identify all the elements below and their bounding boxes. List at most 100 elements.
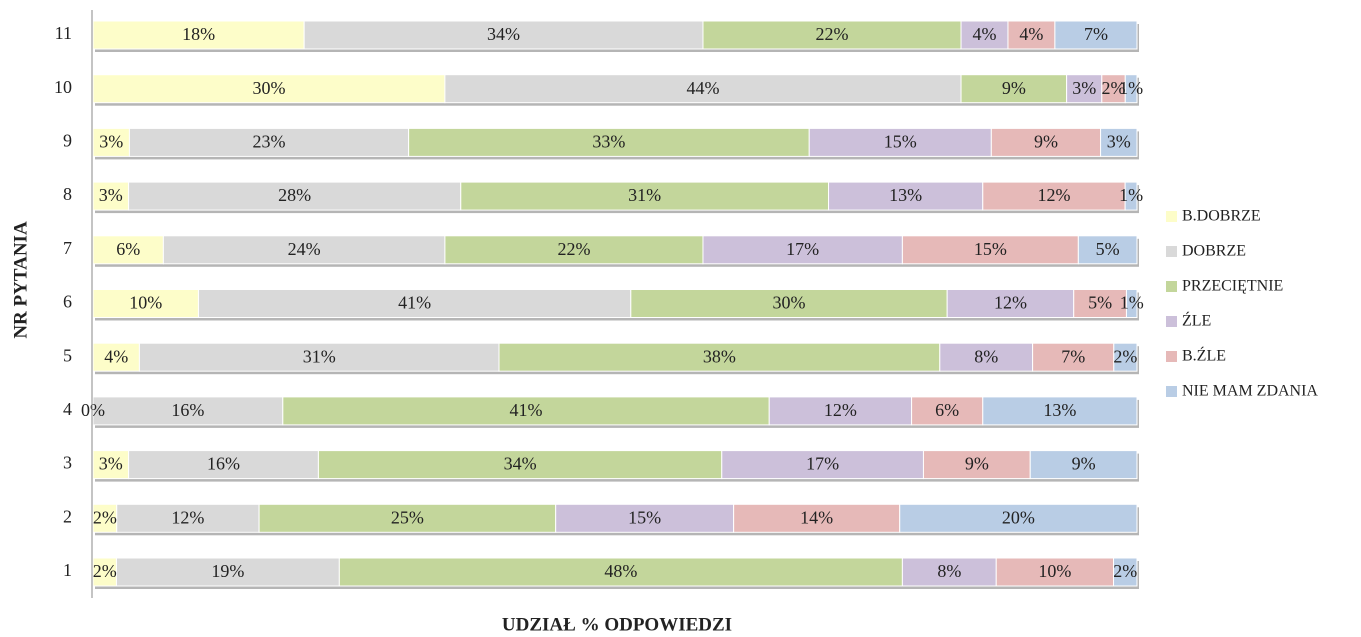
bar-segment	[1073, 289, 1127, 318]
data-label: 15%	[884, 132, 917, 152]
data-label: 3%	[99, 132, 123, 152]
bar-segment	[162, 235, 446, 265]
bar-segment	[911, 396, 984, 426]
data-label: 12%	[824, 400, 857, 420]
data-label: 9%	[1002, 78, 1026, 98]
data-label: 31%	[628, 185, 661, 205]
data-label: 30%	[252, 78, 285, 98]
bar-segment	[960, 20, 1009, 50]
data-label: 7%	[1061, 346, 1085, 366]
y-tick-label: 9	[63, 131, 72, 151]
data-label: 9%	[965, 454, 989, 474]
data-label: 13%	[889, 185, 922, 205]
x-axis-title: UDZIAŁ % ODPOWIEDZI	[502, 614, 732, 635]
data-label: 9%	[1034, 132, 1058, 152]
legend-swatch	[1166, 246, 1177, 257]
bar-segment	[1124, 74, 1138, 104]
bar-segment	[1113, 557, 1138, 587]
legend-label: ŹLE	[1182, 311, 1211, 330]
bar-segment	[444, 235, 704, 265]
bar-segment	[92, 289, 199, 318]
bar-segment	[92, 181, 130, 211]
data-label: 5%	[1096, 239, 1120, 259]
bar-segment	[899, 503, 1138, 533]
bar-segment	[630, 289, 948, 318]
data-label: 30%	[773, 293, 806, 313]
data-label: 15%	[974, 239, 1007, 259]
bar-segment	[317, 450, 723, 480]
data-label: 23%	[253, 132, 286, 152]
bar-segment	[128, 127, 410, 157]
bar-segment	[901, 235, 1079, 265]
bar-segment	[92, 450, 130, 480]
y-tick-label: 6	[63, 292, 72, 312]
data-label: 5%	[1088, 293, 1112, 313]
data-label: 3%	[1072, 78, 1096, 98]
data-label: 2%	[93, 561, 117, 581]
data-label: 22%	[816, 24, 849, 44]
data-label: 34%	[487, 24, 520, 44]
data-label: 41%	[398, 293, 431, 313]
bar-segment	[922, 450, 1031, 480]
y-axis-title: NR PYTANIA	[10, 221, 31, 339]
data-label: 10%	[129, 293, 162, 313]
bar-segment	[444, 74, 962, 104]
data-label: 4%	[104, 346, 128, 366]
data-label: 41%	[510, 400, 543, 420]
data-label: 17%	[786, 239, 819, 259]
bar-segment	[555, 503, 735, 533]
bar-segment	[702, 235, 903, 265]
y-tick-label: 11	[55, 23, 72, 43]
y-tick-label: 2	[63, 506, 72, 526]
data-label: 33%	[592, 132, 625, 152]
bar-segment	[408, 127, 810, 157]
bar-segment	[282, 396, 770, 426]
y-tick-label: 3	[63, 453, 72, 473]
data-label: 14%	[800, 507, 833, 527]
data-label: 31%	[303, 346, 336, 366]
bar-segment	[982, 181, 1126, 211]
data-label: 8%	[937, 561, 961, 581]
bar-segment	[138, 342, 500, 372]
bar-segment	[1113, 342, 1138, 372]
bar-segment	[92, 396, 284, 426]
data-label: 9%	[1072, 454, 1096, 474]
bar-segment	[982, 396, 1138, 426]
bar-segment	[92, 74, 446, 104]
data-label: 7%	[1084, 24, 1108, 44]
data-label: 3%	[1107, 132, 1131, 152]
data-label: 2%	[1113, 561, 1137, 581]
data-label: 22%	[557, 239, 590, 259]
bar-segment	[1125, 289, 1138, 318]
bar-segment	[939, 342, 1034, 372]
bar-segment	[808, 127, 992, 157]
data-label: 4%	[1019, 24, 1043, 44]
bar-segment	[498, 342, 941, 372]
data-label: 19%	[211, 561, 244, 581]
data-label: 3%	[99, 185, 123, 205]
data-label: 4%	[973, 24, 997, 44]
bar-segment	[995, 557, 1115, 587]
bar-segment	[1100, 127, 1138, 157]
y-tick-label: 10	[54, 77, 72, 97]
bar-segment	[828, 181, 984, 211]
bar-segment	[1054, 20, 1138, 50]
data-label: 20%	[1002, 507, 1035, 527]
bar-segment	[92, 342, 140, 372]
data-label: 16%	[171, 400, 204, 420]
data-label: 13%	[1043, 400, 1076, 420]
bar-segment	[116, 503, 260, 533]
bar-segment	[258, 503, 557, 533]
bar-segment	[946, 289, 1075, 318]
y-tick-label: 7	[63, 238, 72, 258]
data-label: 16%	[207, 454, 240, 474]
bar-segment	[1077, 235, 1138, 265]
data-label: 44%	[686, 78, 719, 98]
data-label: 12%	[1037, 185, 1070, 205]
y-tick-label: 4	[63, 399, 72, 419]
data-label: 15%	[628, 507, 661, 527]
data-label: 10%	[1038, 561, 1071, 581]
legend-swatch	[1166, 211, 1177, 222]
data-label: 1%	[1119, 185, 1143, 205]
